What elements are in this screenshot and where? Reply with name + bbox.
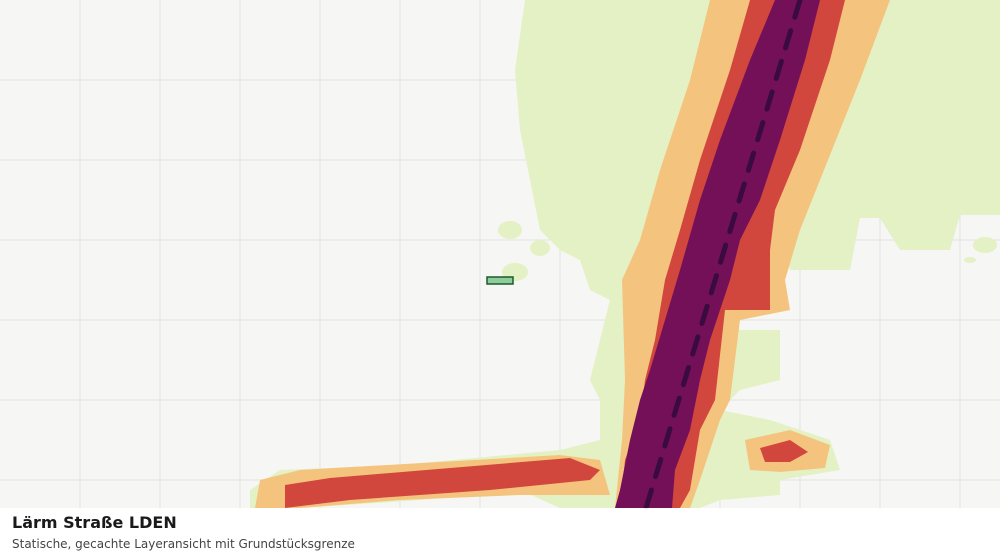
parcel-boundary[interactable] [486,276,514,285]
title: Lärm Straße LDEN [12,513,177,532]
caption: Lärm Straße LDEN Statische, gecachte Lay… [0,508,1000,560]
noise-zone-very-high [615,0,820,508]
road-centerline [643,0,803,511]
subtitle: Statische, gecachte Layeransicht mit Gru… [12,537,355,551]
